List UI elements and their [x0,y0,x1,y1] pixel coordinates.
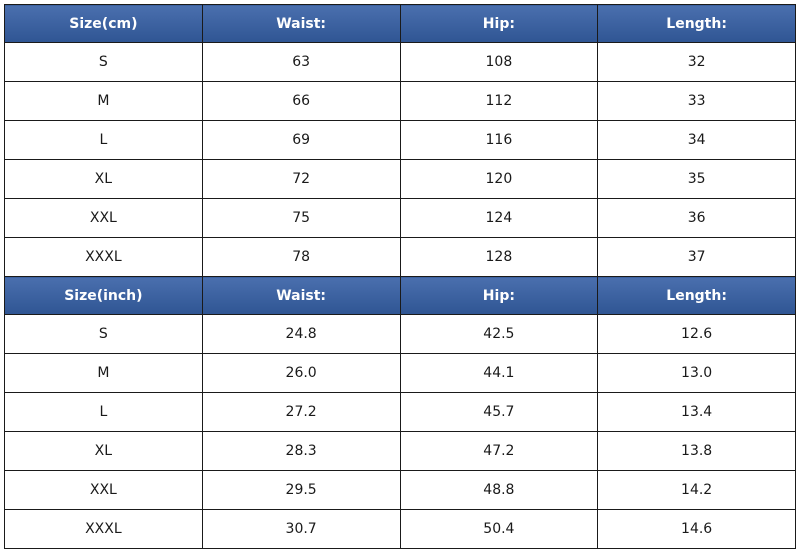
data-cell: 28.3 [201,431,401,471]
data-cell: 63 [201,42,401,82]
data-cell: XL [4,431,203,471]
data-cell: M [4,353,203,393]
data-cell: S [4,42,203,82]
data-cell: 14.6 [597,509,796,549]
header-cell: Size(inch) [4,276,203,315]
data-cell: 72 [201,159,401,199]
data-row: XL 28.3 47.2 13.8 [4,431,796,471]
data-row: M 66 112 33 [4,81,796,121]
data-row: M 26.0 44.1 13.0 [4,353,796,393]
data-cell: 34 [597,120,796,160]
data-cell: 50.4 [399,509,599,549]
header-cell: Waist: [201,4,401,43]
data-row: XXL 29.5 48.8 14.2 [4,470,796,510]
data-cell: XXL [4,198,203,238]
data-row: XL 72 120 35 [4,159,796,199]
data-cell: 69 [201,120,401,160]
data-cell: 42.5 [399,314,599,354]
data-row: L 69 116 34 [4,120,796,160]
data-cell: 45.7 [399,392,599,432]
data-row: XXXL 78 128 37 [4,237,796,277]
data-cell: 75 [201,198,401,238]
data-cell: 33 [597,81,796,121]
data-row: XXL 75 124 36 [4,198,796,238]
data-cell: 13.0 [597,353,796,393]
data-row: S 63 108 32 [4,42,796,82]
data-cell: 47.2 [399,431,599,471]
data-cell: 24.8 [201,314,401,354]
data-cell: XXXL [4,237,203,277]
data-cell: XXL [4,470,203,510]
header-cell: Hip: [399,276,599,315]
data-row: XXXL 30.7 50.4 14.6 [4,509,796,549]
data-cell: 13.8 [597,431,796,471]
data-cell: S [4,314,203,354]
data-cell: 26.0 [201,353,401,393]
header-cell: Size(cm) [4,4,203,43]
data-cell: 48.8 [399,470,599,510]
size-table: Size(cm) Waist: Hip: Length: S 63 108 32 M 66 112 3… [4,4,796,549]
data-cell: 37 [597,237,796,277]
data-cell: 124 [399,198,599,238]
data-cell: 13.4 [597,392,796,432]
data-cell: L [4,392,203,432]
data-cell: 120 [399,159,599,199]
data-cell: 36 [597,198,796,238]
data-cell: 32 [597,42,796,82]
data-cell: 29.5 [201,470,401,510]
size-chart: Size(cm) Waist: Hip: Length: S 63 108 32 M 66 112 3… [4,4,796,549]
data-cell: 108 [399,42,599,82]
data-cell: 112 [399,81,599,121]
data-cell: 78 [201,237,401,277]
data-cell: 66 [201,81,401,121]
header-cell: Length: [597,276,796,315]
data-row: L 27.2 45.7 13.4 [4,392,796,432]
data-cell: M [4,81,203,121]
data-cell: 30.7 [201,509,401,549]
header-cell: Waist: [201,276,401,315]
data-cell: 27.2 [201,392,401,432]
data-cell: 128 [399,237,599,277]
data-cell: L [4,120,203,160]
data-cell: 35 [597,159,796,199]
data-cell: 44.1 [399,353,599,393]
data-cell: 14.2 [597,470,796,510]
header-cell: Hip: [399,4,599,43]
data-cell: 116 [399,120,599,160]
data-cell: XL [4,159,203,199]
data-cell: XXXL [4,509,203,549]
header-row: Size(cm) Waist: Hip: Length: [4,4,796,43]
header-row: Size(inch) Waist: Hip: Length: [4,276,796,315]
header-cell: Length: [597,4,796,43]
data-cell: 12.6 [597,314,796,354]
data-row: S 24.8 42.5 12.6 [4,314,796,354]
table-body: Size(cm) Waist: Hip: Length: S 63 108 32 M 66 112 3… [4,4,796,549]
